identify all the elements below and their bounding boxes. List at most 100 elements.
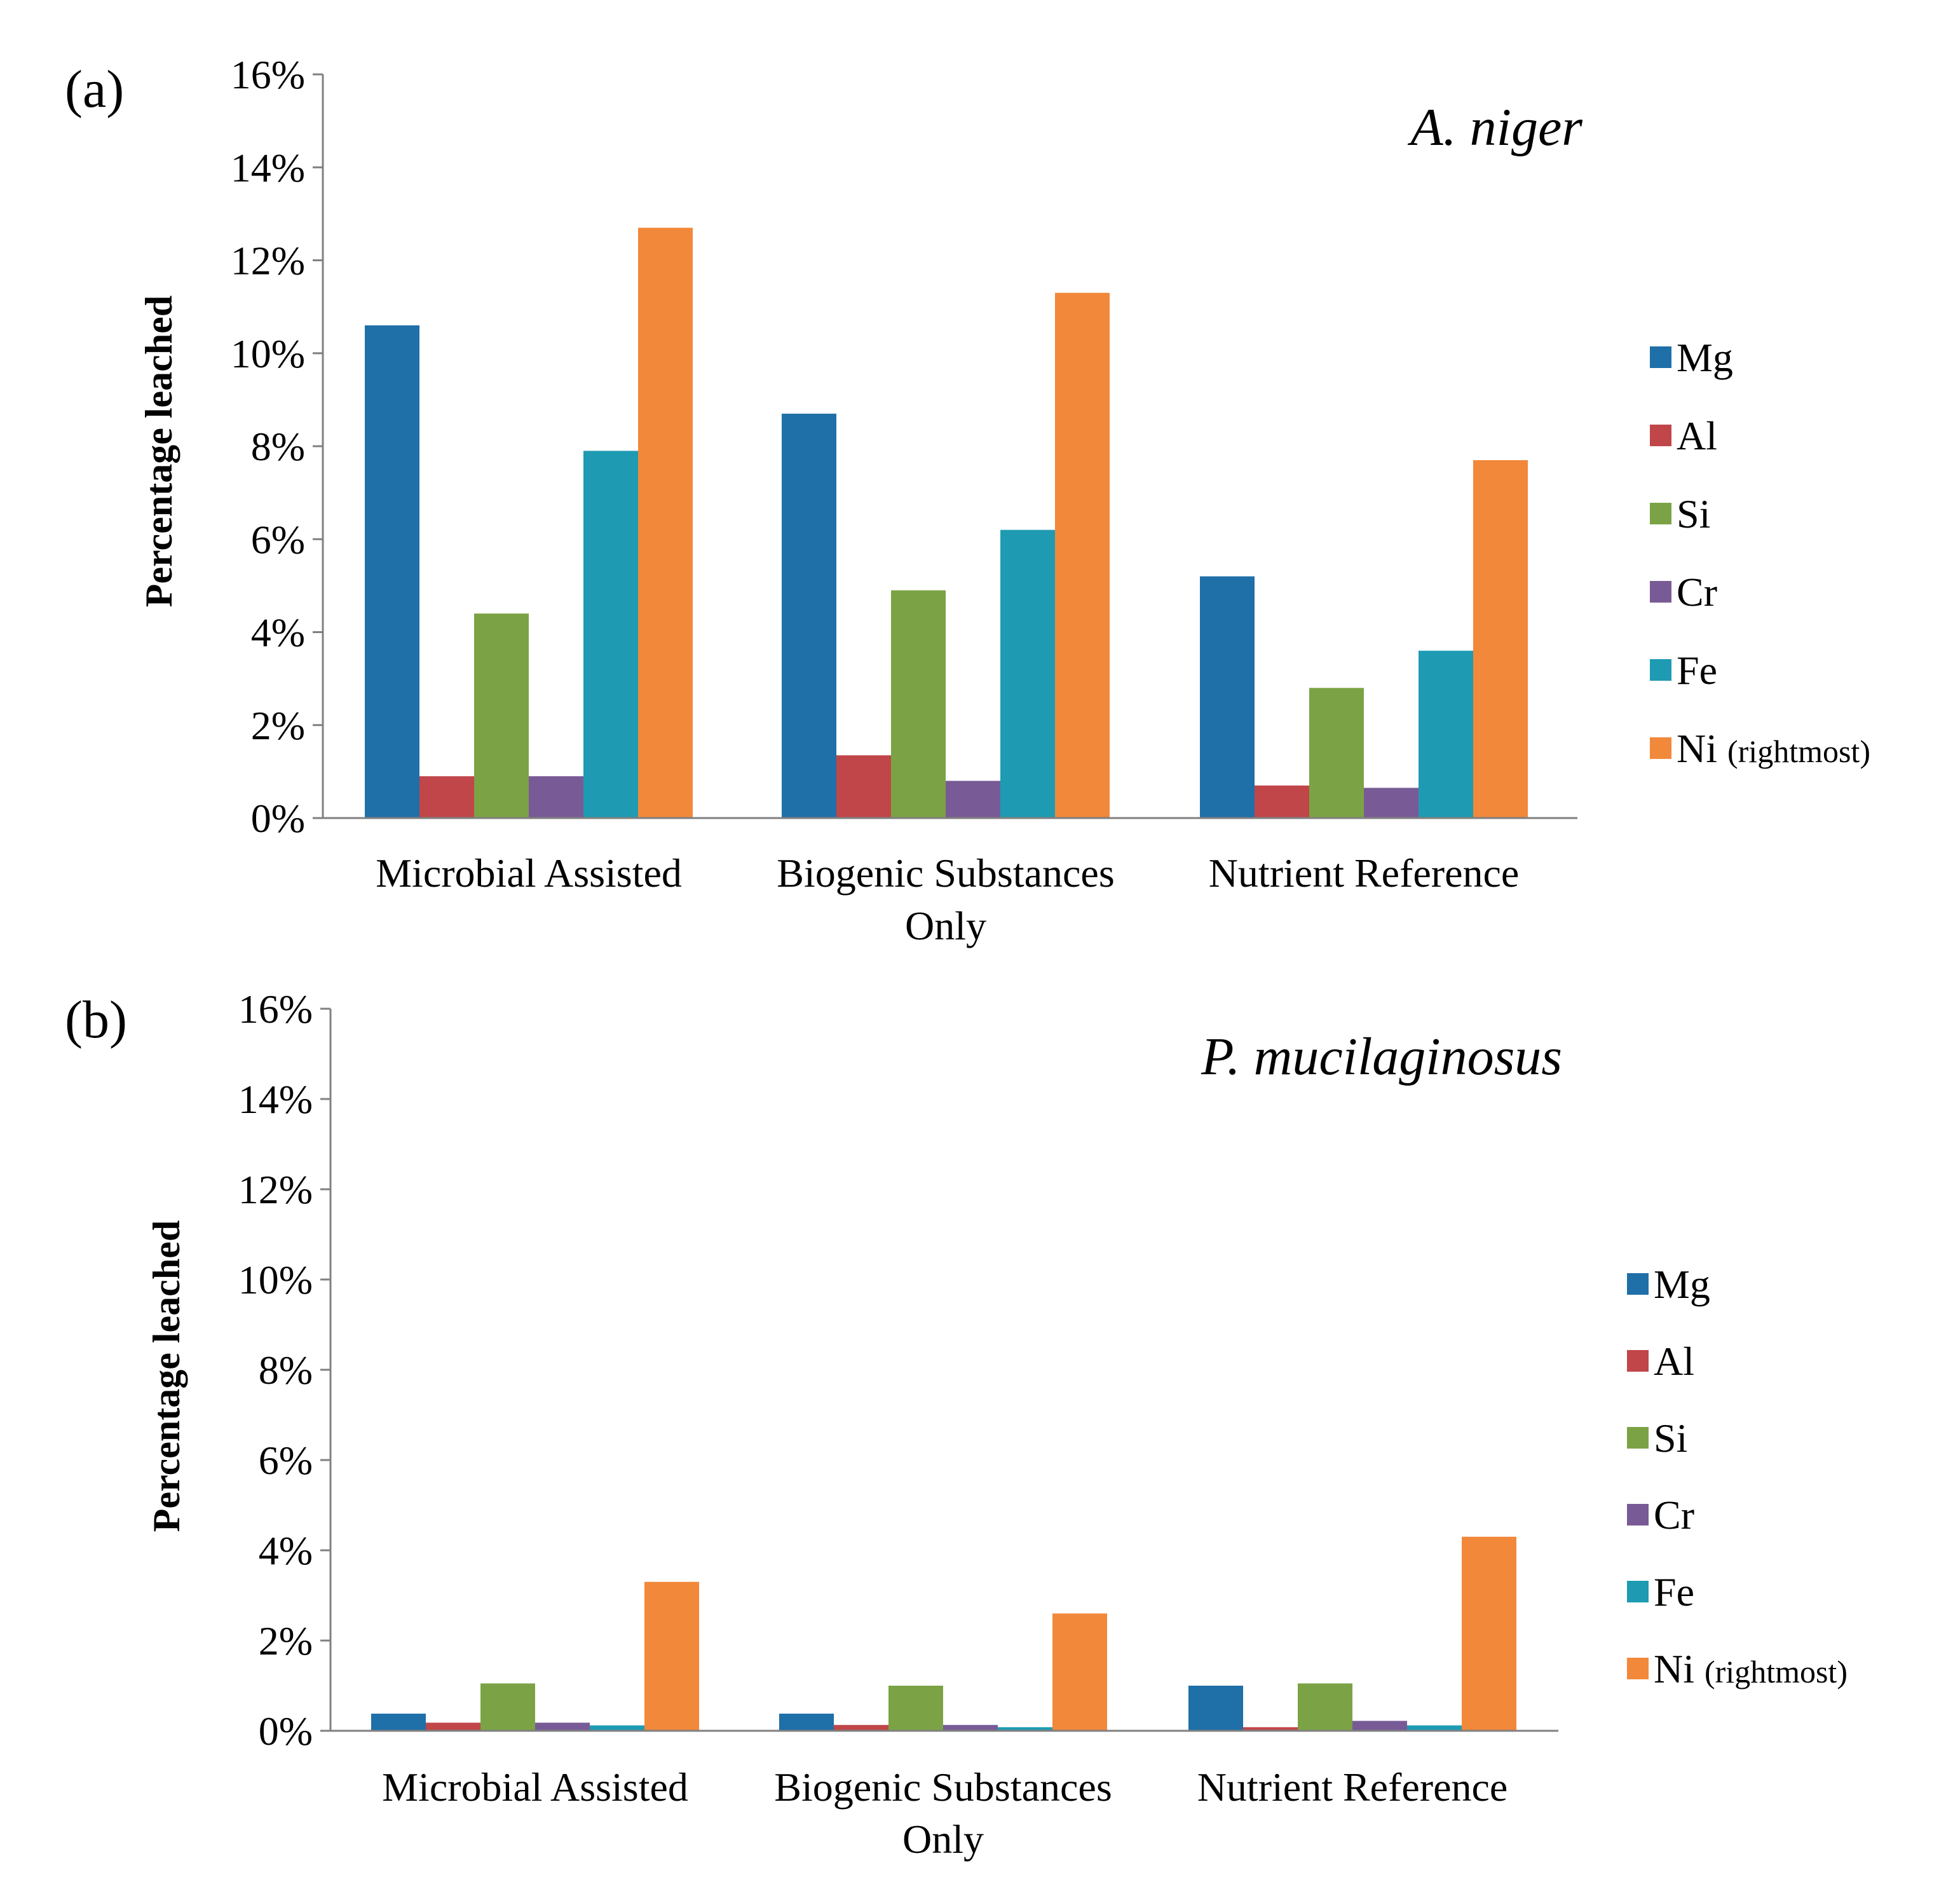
- bar-al-2: [836, 755, 891, 818]
- legend-label: Mg: [1677, 335, 1733, 380]
- y-tick-label: 10%: [231, 331, 305, 376]
- category-label: Biogenic Substances: [774, 1764, 1112, 1810]
- bar-fe-2: [998, 1727, 1052, 1731]
- y-tick-label: 12%: [238, 1167, 313, 1212]
- bar-mg-2: [782, 413, 836, 818]
- bar-mg-2: [779, 1714, 834, 1731]
- chart-title-b: P. mucilaginosus: [1201, 1027, 1562, 1086]
- y-tick-label: 14%: [231, 145, 305, 190]
- legend-item-fe: Fe: [1627, 1569, 1694, 1614]
- bar-si-3: [1298, 1683, 1352, 1731]
- legend-item-fe: Fe: [1650, 648, 1717, 693]
- bar-si-1: [474, 613, 529, 818]
- panel-label-a: (a): [65, 60, 124, 119]
- legend-label: Si: [1654, 1416, 1687, 1461]
- bar-cr-1: [535, 1723, 590, 1731]
- y-tick-labels-b: 0% 2% 4% 6% 8% 10% 12% 14% 16%: [238, 986, 330, 1754]
- y-axis-title-b: Percentage leached: [146, 1220, 187, 1532]
- legend-note: (rightmost): [1727, 734, 1870, 769]
- bar-al-1: [419, 776, 474, 818]
- legend-item-mg: Mg: [1650, 335, 1733, 380]
- y-tick-label: 8%: [259, 1348, 313, 1393]
- legend-b: Mg Al Si Cr Fe Ni (rightmost): [1627, 1262, 1848, 1691]
- y-tick-label: 14%: [238, 1077, 313, 1122]
- y-tick-label: 6%: [251, 517, 305, 562]
- legend-swatch: [1627, 1658, 1649, 1679]
- y-tick-label: 6%: [259, 1438, 313, 1483]
- category-label: Microbial Assisted: [382, 1764, 688, 1810]
- legend-label: Al: [1654, 1339, 1694, 1384]
- bar-fe-1: [583, 451, 638, 818]
- bar-fe-2: [1000, 529, 1055, 818]
- legend-swatch: [1627, 1427, 1649, 1449]
- bar-ni-3: [1462, 1536, 1516, 1731]
- category-label-line2: Only: [902, 1817, 984, 1862]
- legend-swatch: [1627, 1504, 1649, 1525]
- legend-note: (rightmost): [1705, 1654, 1848, 1689]
- bar-si-1: [480, 1683, 535, 1731]
- panel-b: (b) P. mucilaginosus Percentage leached …: [65, 986, 1848, 1862]
- category-label: Nutrient Reference: [1209, 850, 1520, 896]
- legend-item-si: Si: [1650, 491, 1710, 536]
- legend-swatch: [1627, 1581, 1649, 1602]
- legend-item-si: Si: [1627, 1416, 1687, 1461]
- bar-cr-3: [1352, 1721, 1407, 1731]
- bar-mg-3: [1188, 1686, 1243, 1731]
- bar-si-2: [891, 590, 946, 818]
- legend-label: Mg: [1654, 1262, 1710, 1307]
- legend-item-cr: Cr: [1650, 570, 1717, 615]
- bar-al-3: [1243, 1727, 1298, 1731]
- bar-al-2: [834, 1724, 888, 1731]
- y-tick-label: 0%: [259, 1709, 313, 1754]
- legend-label: Fe: [1654, 1569, 1694, 1614]
- bar-fe-3: [1407, 1725, 1462, 1731]
- bar-fe-1: [590, 1725, 644, 1731]
- bar-al-1: [426, 1723, 480, 1731]
- panel-label-b: (b): [65, 990, 127, 1049]
- legend-item-cr: Cr: [1627, 1492, 1694, 1538]
- category-label: Microbial Assisted: [376, 850, 682, 896]
- legend-item-ni: Ni (rightmost): [1650, 726, 1870, 771]
- y-tick-label: 4%: [259, 1528, 313, 1573]
- legend-label: Al: [1677, 413, 1717, 458]
- y-tick-label: 16%: [231, 52, 305, 97]
- legend-label: Cr: [1677, 570, 1717, 615]
- legend-label: Ni (rightmost): [1654, 1646, 1848, 1691]
- bar-ni-3: [1473, 460, 1528, 818]
- y-tick-label: 10%: [238, 1257, 313, 1302]
- bar-ni-1: [638, 228, 693, 818]
- bars-a: [365, 228, 1528, 818]
- y-tick-label: 2%: [259, 1618, 313, 1663]
- bar-si-2: [888, 1686, 943, 1731]
- category-labels-a: Microbial Assisted Biogenic Substances Onl…: [376, 850, 1519, 948]
- legend-label: Si: [1677, 491, 1710, 536]
- category-label: Nutrient Reference: [1197, 1764, 1508, 1810]
- bars-b: [371, 1536, 1516, 1731]
- legend-item-al: Al: [1650, 413, 1717, 458]
- category-label-line2: Only: [905, 903, 986, 948]
- legend-label: Cr: [1654, 1492, 1694, 1538]
- category-label: Biogenic Substances: [777, 850, 1114, 896]
- bar-cr-1: [529, 776, 583, 818]
- y-tick-label: 12%: [231, 238, 305, 283]
- bar-fe-3: [1419, 650, 1473, 818]
- y-tick-labels-a: 0% 2% 4% 6% 8% 10% 12% 14% 16%: [231, 52, 323, 841]
- y-tick-label: 8%: [251, 424, 305, 469]
- y-tick-label: 0%: [251, 796, 305, 841]
- y-tick-label: 16%: [238, 986, 313, 1032]
- legend-item-al: Al: [1627, 1339, 1694, 1384]
- bar-ni-1: [644, 1581, 699, 1731]
- legend-swatch: [1650, 503, 1671, 524]
- legend-label: Ni (rightmost): [1677, 726, 1870, 771]
- bar-cr-2: [943, 1724, 998, 1731]
- legend-swatch: [1650, 737, 1671, 759]
- y-axis-title-a: Percentage leached: [138, 296, 180, 607]
- category-labels-b: Microbial Assisted Biogenic Substances Onl…: [382, 1764, 1507, 1862]
- bar-mg-1: [371, 1714, 426, 1731]
- chart-title-a: A. niger: [1407, 98, 1582, 157]
- legend-swatch: [1650, 659, 1671, 681]
- legend-swatch: [1650, 425, 1671, 446]
- legend-swatch: [1650, 346, 1671, 368]
- bar-mg-1: [365, 325, 419, 818]
